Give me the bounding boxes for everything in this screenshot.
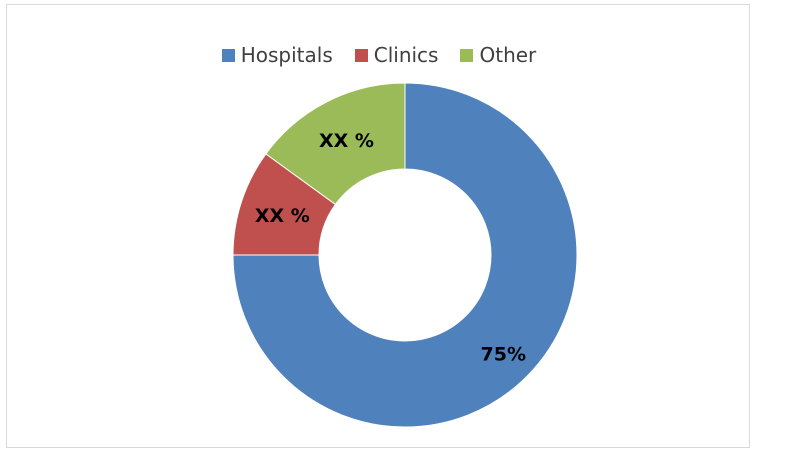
data-label-clinics: XX % <box>255 205 310 227</box>
legend-label-other: Other <box>479 43 537 67</box>
donut-chart: 75% XX % XX % <box>232 82 578 428</box>
legend-swatch-hospitals <box>221 48 235 62</box>
chart-legend: Hospitals Clinics Other <box>7 43 751 67</box>
slice-other <box>265 82 406 206</box>
legend-item-other: Other <box>460 43 536 67</box>
legend-swatch-clinics <box>354 48 368 62</box>
legend-item-hospitals: Hospitals <box>221 43 333 67</box>
data-label-hospitals: 75% <box>481 343 526 365</box>
legend-swatch-other <box>460 48 474 62</box>
donut-slices <box>232 82 578 428</box>
data-label-other: XX % <box>319 130 374 152</box>
legend-item-clinics: Clinics <box>354 43 439 67</box>
legend-label-clinics: Clinics <box>373 43 439 67</box>
legend-label-hospitals: Hospitals <box>240 43 333 67</box>
chart-frame: Hospitals Clinics Other 75% XX % XX % <box>6 4 750 448</box>
slice-hospitals <box>232 82 578 428</box>
donut-labels: 75% XX % XX % <box>255 130 526 365</box>
